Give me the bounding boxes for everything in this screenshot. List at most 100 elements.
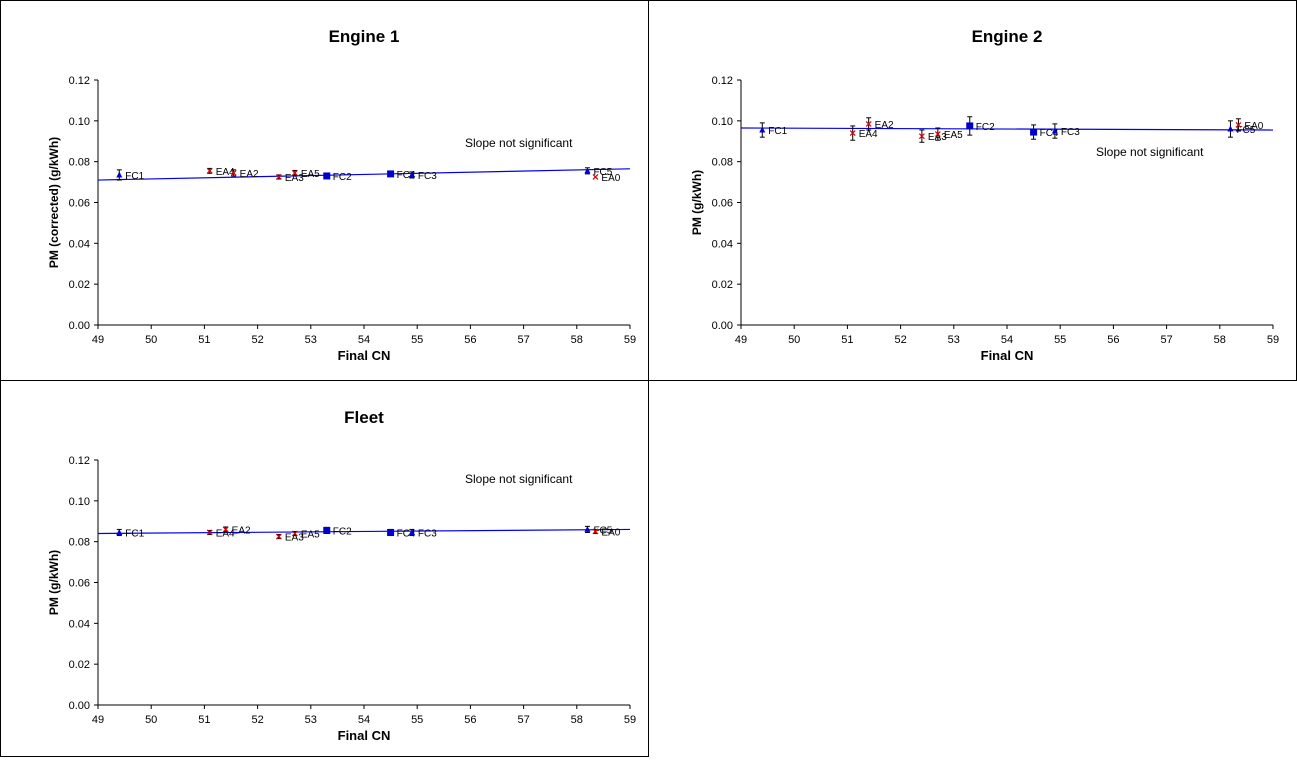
point-label: FC2 [333,526,352,537]
trendline [97,168,631,181]
x-axis-title: Final CN [981,348,1034,363]
square-marker [387,528,395,536]
x-marker [934,131,941,138]
x-tick-label: 57 [517,714,529,726]
x-tick-label: 58 [571,334,583,346]
x-marker [206,529,213,536]
x-marker [1235,121,1242,128]
x-marker [230,169,237,176]
x-tick-label: 53 [948,334,960,346]
x-tick-label: 52 [251,714,263,726]
chart-fleet: Fleet 0.00 0.02 0.04 0.06 0.08 0.10 0.12 49 50 51 5… [47,408,636,743]
y-tick-label: 0.04 [69,238,90,250]
chart-title: Fleet [344,408,384,427]
y-tick-label: 0.10 [69,116,90,128]
triangle-marker [408,171,415,178]
triangle-marker [584,167,591,174]
x-tick-label: 49 [92,334,104,346]
x-tick-label: 50 [145,334,157,346]
y-tick-label: 0.12 [69,75,90,87]
data-point-ea5: EA5 [934,127,963,141]
chart-title: Engine 1 [329,27,400,46]
data-point-ea2: EA2 [865,117,894,131]
x-marker [275,174,282,180]
y-tick-label: 0.04 [712,238,733,250]
data-point-fc1: FC1 [116,169,145,182]
point-label: EA4 [216,528,235,539]
x-tick-label: 51 [198,334,210,346]
square-marker [323,526,331,534]
x-tick-label: 56 [464,334,476,346]
x-marker [206,167,213,174]
x-tick-label: 51 [841,334,853,346]
x-tick-label: 49 [92,714,104,726]
y-tick-label: 0.10 [712,116,733,128]
x-marker [849,130,856,137]
x-marker [291,530,298,537]
trendline [97,528,631,535]
point-label: EA2 [875,120,894,131]
point-label: FC1 [125,528,144,539]
point-label: FC4 [1040,128,1059,139]
y-tick-label: 0.00 [712,320,733,332]
point-label: FC4 [397,170,416,181]
chart-engine-1: Engine 1 0.00 0.02 0.04 0.06 0.08 0.10 0.12 49 50… [47,27,636,363]
x-tick-label: 54 [358,334,370,346]
point-label: FC5 [593,525,612,536]
trendline [740,127,1274,131]
y-axis-title: PM (g/kWh) [47,550,61,615]
data-point-fc2: FC2 [323,172,352,183]
panel-frame-engine-2 [648,0,1297,381]
point-label: EA5 [944,130,963,141]
square-marker [966,122,974,130]
y-axis-title: PM (corrected) (g/kWh) [47,137,61,268]
chart-engine-2: Engine 2 0.00 0.02 0.04 0.06 0.08 0.10 0.12 49 50… [690,27,1279,363]
point-label: EA0 [1244,121,1263,132]
data-point-ea3: EA3 [275,173,304,184]
data-point-fc1: FC1 [759,122,788,138]
square-marker [323,172,331,180]
x-tick-label: 55 [1054,334,1066,346]
y-tick-label: 0.12 [712,75,733,87]
y-tick-label: 0.06 [69,578,90,590]
point-label: FC5 [593,167,612,178]
x-tick-label: 52 [251,334,263,346]
square-marker [387,170,395,178]
y-tick-label: 0.02 [69,659,90,671]
data-point-fc4: FC4 [387,170,416,181]
y-tick-label: 0.12 [69,455,90,467]
x-tick-label: 56 [1107,334,1119,346]
point-label: EA2 [232,525,251,536]
x-marker [918,133,925,140]
data-point-fc3: FC3 [408,171,437,182]
point-label: EA4 [859,129,878,140]
x-tick-label: 58 [1214,334,1226,346]
point-label: FC2 [333,172,352,183]
x-tick-label: 53 [305,714,317,726]
x-tick-label: 55 [411,334,423,346]
y-tick-label: 0.06 [69,198,90,210]
x-tick-label: 52 [894,334,906,346]
data-point-fc5: FC5 [1227,120,1256,138]
data-point-fc4: FC4 [1030,124,1059,140]
data-point-fc2: FC2 [323,526,352,537]
data-point-ea0: EA0 [592,527,621,538]
point-label: EA3 [285,173,304,184]
point-label: FC3 [418,171,437,182]
data-point-ea4: EA4 [206,167,235,178]
data-point-fc2: FC2 [966,116,995,136]
triangle-marker [116,171,123,178]
x-marker [865,120,872,127]
data-point-fc4: FC4 [387,528,416,539]
x-tick-label: 54 [358,714,370,726]
x-tick-label: 49 [735,334,747,346]
slope-annotation: Slope not significant [465,472,573,486]
y-tick-label: 0.08 [69,157,90,169]
point-label: EA0 [601,173,620,184]
point-label: FC3 [1061,127,1080,138]
x-marker [291,169,298,176]
point-label: FC5 [1236,125,1255,136]
y-tick-label: 0.10 [69,496,90,508]
data-point-ea4: EA4 [206,528,235,539]
